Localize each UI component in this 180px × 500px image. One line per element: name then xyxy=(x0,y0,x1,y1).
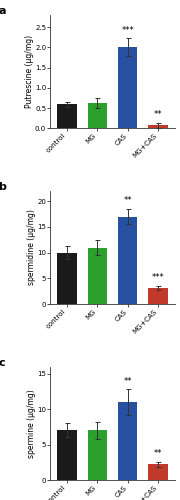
Bar xyxy=(57,104,77,128)
Text: **: ** xyxy=(123,196,132,205)
Bar xyxy=(118,402,138,480)
Bar xyxy=(148,125,168,128)
Bar xyxy=(118,48,138,128)
Text: ***: *** xyxy=(121,26,134,35)
Text: a: a xyxy=(0,6,6,16)
Bar xyxy=(87,430,107,480)
Text: **: ** xyxy=(154,449,162,458)
Text: ***: *** xyxy=(152,273,164,282)
Text: **: ** xyxy=(154,110,162,120)
Text: **: ** xyxy=(123,377,132,386)
Y-axis label: spermine (μg/mg): spermine (μg/mg) xyxy=(27,389,36,458)
Y-axis label: spermidine (μg/mg): spermidine (μg/mg) xyxy=(27,210,36,286)
Text: b: b xyxy=(0,182,6,192)
Y-axis label: Putrescine (μg/mg): Putrescine (μg/mg) xyxy=(25,35,34,108)
Bar xyxy=(87,248,107,304)
Bar xyxy=(148,464,168,480)
Bar xyxy=(57,252,77,304)
Bar xyxy=(148,288,168,304)
Text: c: c xyxy=(0,358,5,368)
Bar xyxy=(118,216,138,304)
Bar xyxy=(87,103,107,128)
Bar xyxy=(57,430,77,480)
